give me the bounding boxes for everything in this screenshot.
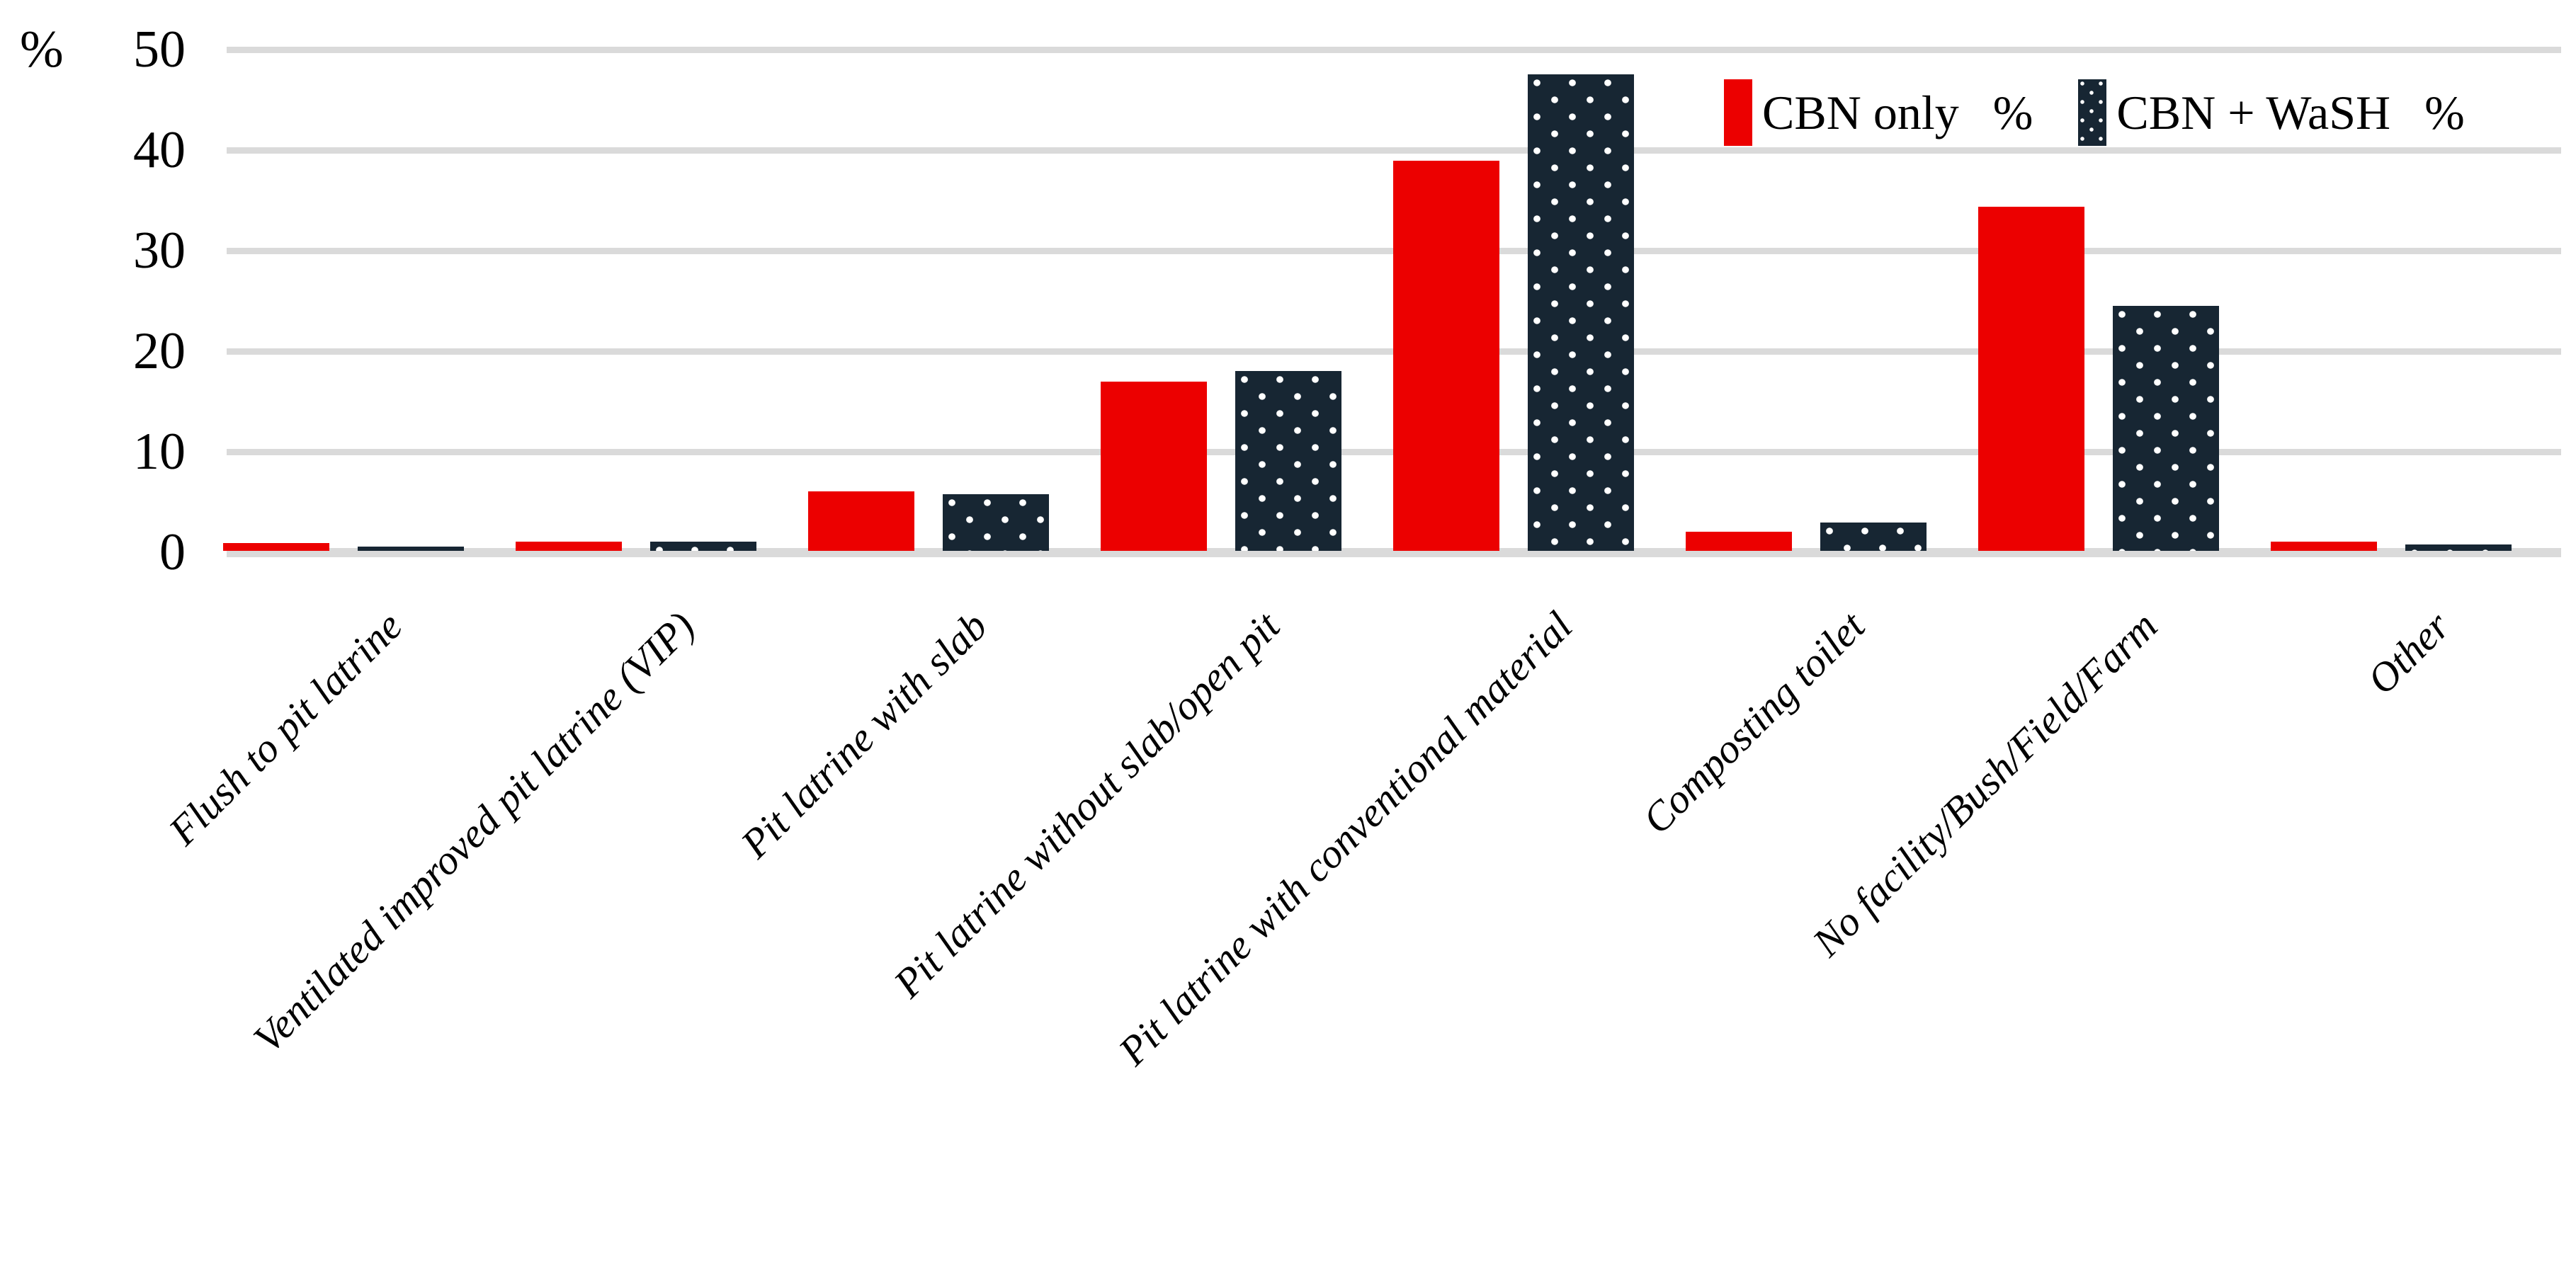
bar-group-1	[516, 542, 756, 551]
bar-cbn-wash-0	[358, 547, 464, 551]
x-axis-label-3: Pit latrine without slab/open pit	[885, 603, 1289, 1007]
legend-unit-cbn-wash: %	[2424, 85, 2465, 139]
bar-group-2	[808, 491, 1049, 551]
y-tick-label-40: 40	[133, 121, 186, 179]
bar-cbn-only-2	[808, 491, 914, 551]
bar-cbn-only-1	[516, 542, 622, 551]
bar-cbn-only-0	[223, 542, 329, 551]
y-tick-label-10: 10	[133, 423, 186, 481]
y-tick-label-50: 50	[133, 21, 186, 79]
gridline-50	[227, 46, 2561, 53]
legend-item-cbn-wash: CBN + WaSH %	[2078, 79, 2465, 146]
bar-cbn-wash-3	[1235, 370, 1341, 551]
y-tick-label-20: 20	[133, 322, 186, 380]
legend: CBN only % CBN + WaSH %	[1724, 79, 2465, 146]
legend-label-cbn-wash: CBN + WaSH	[2116, 85, 2391, 139]
bar-cbn-wash-6	[2113, 305, 2219, 551]
bar-cbn-wash-4	[1528, 74, 1634, 551]
bar-cbn-only-7	[2271, 542, 2377, 551]
x-axis-label-7: Other	[2358, 603, 2459, 703]
bar-cbn-wash-1	[650, 542, 756, 551]
legend-swatch-cbn-wash	[2078, 79, 2107, 146]
x-axis-label-4: Pit latrine with conventional material	[1109, 603, 1582, 1074]
bar-group-3	[1101, 370, 1341, 551]
bar-cbn-only-3	[1101, 382, 1207, 551]
y-tick-label-0: 0	[159, 523, 186, 581]
bar-cbn-only-4	[1393, 161, 1499, 551]
bar-cbn-wash-2	[943, 494, 1049, 551]
x-axis-label-1: Ventilated improved pit latrine (VIP)	[244, 603, 704, 1062]
x-axis-label-2: Pit latrine with slab	[732, 603, 997, 867]
y-tick-label-30: 30	[133, 222, 186, 280]
bar-cbn-wash-7	[2405, 544, 2512, 551]
gridline-40	[227, 147, 2561, 154]
bar-group-5	[1686, 523, 1927, 551]
bar-chart: % 0 10 20 30 40 50 Flush to pit latrine Ventil…	[20, 21, 2561, 1074]
legend-item-cbn-only: CBN only %	[1724, 79, 2033, 146]
bar-cbn-wash-5	[1820, 523, 1927, 551]
bar-cbn-only-6	[1978, 207, 2084, 551]
bar-group-0	[223, 542, 464, 551]
bar-group-7	[2271, 542, 2512, 551]
bar-cbn-only-5	[1686, 532, 1792, 551]
x-axis-label-5: Composting toilet	[1633, 603, 1874, 843]
legend-swatch-cbn-only	[1724, 79, 1752, 146]
legend-label-cbn-only: CBN only	[1762, 85, 1959, 139]
bar-group-6	[1978, 207, 2219, 551]
legend-unit-cbn-only: %	[1992, 85, 2033, 139]
bar-group-4	[1393, 74, 1634, 551]
x-axis-label-6: No facility/Bush/Field/Farm	[1803, 603, 2167, 966]
y-axis-unit-label: %	[20, 21, 64, 79]
